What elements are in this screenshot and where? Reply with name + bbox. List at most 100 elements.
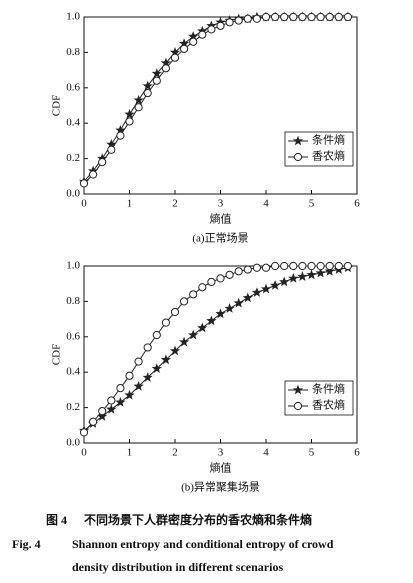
circle-marker <box>271 261 280 271</box>
star-marker <box>288 273 299 283</box>
circle-marker <box>316 261 325 271</box>
star-marker <box>251 287 263 297</box>
circle-marker <box>207 25 216 34</box>
star-marker <box>106 404 117 414</box>
star-marker <box>142 80 153 91</box>
circle-marker <box>79 179 89 188</box>
circle-marker <box>225 270 234 279</box>
star-marker <box>142 372 153 382</box>
circle-marker <box>198 30 207 39</box>
circle-marker <box>307 261 316 271</box>
x-axis-label: 熵值 <box>210 461 232 475</box>
subtitle: (b)异常聚集场景 <box>181 480 260 494</box>
circle-marker <box>216 21 225 30</box>
star-marker <box>315 267 326 278</box>
x-tick-label: 2 <box>172 198 178 210</box>
y-tick-label: 1.0 <box>66 11 80 23</box>
legend-marker <box>292 384 304 395</box>
caption-text: 不同场景下人群密度分布的香农熵和条件熵 <box>84 512 312 527</box>
circle-marker <box>298 261 307 271</box>
star-marker <box>233 297 244 308</box>
circle-marker <box>234 16 243 25</box>
legend-label: 条件熵 <box>312 133 345 147</box>
y-tick-label: 0.0 <box>66 188 80 200</box>
legend-marker <box>292 135 304 146</box>
circle-marker <box>334 12 343 22</box>
circle-marker <box>343 12 352 22</box>
circle-marker <box>107 145 116 154</box>
circle-marker <box>79 428 89 437</box>
star-marker <box>133 381 144 391</box>
caption-en-line: density distribution in different scenar… <box>72 560 283 574</box>
caption-en-line: Shannon entropy and conditional entropy … <box>72 537 334 551</box>
circle-marker <box>189 37 198 46</box>
y-tick-label: 0.0 <box>66 437 80 449</box>
circle-marker <box>271 12 280 22</box>
circle-marker <box>161 64 170 73</box>
circle-marker <box>134 103 143 112</box>
circle-marker <box>243 265 252 274</box>
circle-marker <box>125 117 134 126</box>
circle-marker <box>325 261 334 271</box>
star-marker <box>169 345 181 356</box>
circle-marker <box>89 417 98 426</box>
circle-marker <box>252 14 261 23</box>
star-marker <box>124 389 135 400</box>
star-marker <box>297 271 308 282</box>
y-axis-label: CDF <box>51 95 63 116</box>
x-tick-label: 1 <box>127 447 133 459</box>
star-marker <box>197 322 208 333</box>
circle-marker <box>134 357 143 366</box>
circle-marker <box>180 297 189 306</box>
x-tick-label: 6 <box>354 198 360 210</box>
circle-marker <box>252 263 261 272</box>
x-tick-label: 2 <box>172 447 178 459</box>
circle-marker <box>170 307 180 317</box>
circle-marker <box>243 14 252 23</box>
circle-marker <box>261 263 271 272</box>
x-tick-label: 0 <box>81 447 87 459</box>
star-marker <box>270 280 281 290</box>
circle-marker <box>180 44 189 53</box>
star-marker <box>178 336 190 347</box>
circle-marker <box>280 261 289 271</box>
circle-marker <box>152 330 161 340</box>
circle-marker <box>207 277 216 287</box>
circle-marker <box>298 12 307 22</box>
circle-marker <box>289 12 298 22</box>
circle-marker <box>98 158 107 167</box>
star-marker <box>115 396 126 407</box>
circle-marker <box>98 407 107 416</box>
x-tick-label: 5 <box>309 447 315 459</box>
y-tick-label: 0.8 <box>66 295 80 307</box>
caption-en-number: Fig. 4 <box>12 537 41 551</box>
y-tick-label: 0.8 <box>66 46 80 58</box>
circle-marker <box>116 384 125 393</box>
star-marker <box>306 269 317 280</box>
x-tick-label: 4 <box>263 447 269 459</box>
x-tick-label: 4 <box>263 198 269 210</box>
legend-marker <box>293 152 303 162</box>
star-marker <box>279 276 290 287</box>
y-axis-label: CDF <box>51 344 63 365</box>
y-tick-label: 0.2 <box>66 152 80 164</box>
circle-marker <box>234 267 243 276</box>
circle-marker <box>116 131 125 140</box>
star-marker <box>188 329 199 340</box>
circle-marker <box>161 318 170 327</box>
star-marker <box>215 308 226 319</box>
circle-marker <box>289 261 298 271</box>
circle-marker <box>225 18 234 27</box>
y-tick-label: 0.2 <box>66 401 80 413</box>
x-tick-label: 5 <box>309 198 315 210</box>
x-tick-label: 0 <box>81 198 87 210</box>
legend-label: 香农熵 <box>312 398 345 412</box>
circle-marker <box>143 343 152 352</box>
star-marker <box>151 68 162 79</box>
x-tick-label: 1 <box>127 198 133 210</box>
star-marker <box>133 94 144 105</box>
y-tick-label: 0.4 <box>66 366 80 378</box>
circle-marker <box>89 170 98 179</box>
star-marker <box>260 283 272 294</box>
